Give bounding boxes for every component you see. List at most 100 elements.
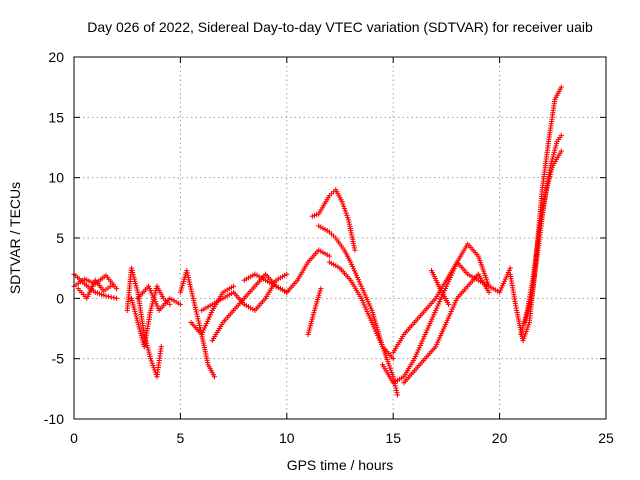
data-point-interp	[341, 203, 347, 209]
data-point-interp	[191, 300, 197, 306]
data-point-interp	[342, 208, 348, 214]
data-point-interp	[196, 322, 203, 329]
data-point-interp	[394, 390, 400, 396]
data-point-interp	[105, 293, 112, 300]
data-point-interp	[111, 295, 117, 301]
data-point-interp	[522, 333, 528, 339]
data-point-interp	[148, 358, 155, 364]
data-point-interp	[188, 288, 195, 294]
series-sat-x	[518, 148, 564, 338]
series-sat-f	[135, 283, 183, 313]
x-axis: 0 5 10 15 20 25	[70, 57, 614, 446]
data-point-interp	[341, 205, 348, 212]
data-point-interp	[188, 286, 194, 292]
series-sat-l	[284, 247, 332, 295]
series-sat-d	[124, 265, 164, 380]
series-sat-u	[454, 259, 513, 295]
y-tick-label: -5	[52, 351, 65, 367]
y-tick-label: 5	[56, 230, 64, 246]
data-point	[231, 283, 237, 289]
series-sat-g	[177, 267, 218, 380]
series-sat-p	[305, 286, 324, 338]
x-axis-label: GPS time / hours	[287, 457, 394, 473]
data-point	[558, 132, 564, 139]
data-point	[558, 148, 564, 154]
data-point-interp	[194, 311, 200, 317]
data-point-interp	[194, 313, 201, 320]
data-point-interp	[185, 272, 191, 278]
data-point-interp	[195, 318, 202, 324]
data-point-interp	[197, 325, 203, 331]
series-sat-s	[401, 271, 492, 386]
data-point	[103, 293, 109, 299]
x-tick-label: 0	[70, 430, 78, 446]
series-sat-v	[507, 84, 564, 344]
data-points	[71, 84, 564, 398]
y-axis: -10 -5 0 5 10 15 20	[44, 49, 606, 427]
data-point-interp	[393, 385, 399, 391]
data-point-interp	[521, 335, 527, 341]
data-point	[113, 286, 120, 292]
data-point-interp	[187, 281, 193, 288]
data-point	[158, 344, 164, 350]
series-sat-c	[75, 277, 115, 301]
data-point	[339, 199, 345, 205]
series-sat-t	[428, 267, 452, 307]
y-tick-label: 15	[48, 109, 64, 125]
y-tick-label: 10	[48, 170, 64, 186]
y-axis-label: SDTVAR / TECUs	[7, 182, 23, 294]
y-tick-label: -10	[44, 411, 64, 427]
data-point-interp	[108, 294, 114, 300]
data-point-interp	[524, 326, 530, 332]
data-point-interp	[187, 284, 194, 290]
data-point-interp	[393, 387, 399, 393]
data-point	[167, 301, 173, 307]
data-point-interp	[192, 304, 198, 310]
data-point	[113, 295, 120, 301]
data-point-interp	[186, 277, 192, 283]
data-point-interp	[196, 320, 202, 326]
data-point-interp	[340, 201, 346, 207]
data-point	[486, 289, 492, 295]
data-point	[390, 356, 396, 362]
data-point-interp	[186, 279, 193, 285]
data-point	[445, 301, 452, 307]
data-point-interp	[193, 309, 199, 315]
data-point-interp	[191, 297, 197, 304]
data-point-interp	[195, 316, 201, 322]
grid-lines	[74, 57, 606, 419]
x-tick-label: 5	[177, 430, 185, 446]
data-point-interp	[151, 365, 157, 371]
data-point	[109, 282, 115, 288]
series-sat-i	[209, 271, 290, 344]
data-point-interp	[344, 212, 350, 218]
data-point-interp	[149, 360, 155, 366]
y-tick-label: 0	[56, 290, 64, 306]
data-point	[284, 271, 290, 277]
x-tick-label: 15	[385, 430, 401, 446]
x-tick-label: 25	[598, 430, 614, 446]
series-sat-k	[241, 271, 290, 295]
data-point	[148, 356, 154, 362]
data-point-interp	[345, 215, 351, 221]
series-sat-e	[128, 283, 173, 350]
data-point-interp	[343, 210, 349, 216]
data-point	[558, 84, 564, 90]
data-point-interp	[525, 322, 532, 328]
chart-title: Day 026 of 2022, Sidereal Day-to-day VTE…	[87, 19, 593, 35]
data-point-interp	[192, 302, 198, 308]
data-point	[352, 247, 358, 253]
series-sat-h	[188, 283, 237, 338]
data-point	[326, 253, 332, 259]
series-sat-m	[309, 187, 358, 253]
data-point	[520, 337, 526, 344]
data-point-interp	[525, 324, 531, 330]
data-point-interp	[522, 331, 529, 337]
y-tick-label: 20	[48, 49, 64, 65]
series-sat-o	[326, 259, 396, 362]
data-point	[211, 374, 218, 380]
data-point	[507, 265, 513, 271]
data-point-interp	[189, 291, 195, 297]
data-point	[394, 392, 401, 398]
